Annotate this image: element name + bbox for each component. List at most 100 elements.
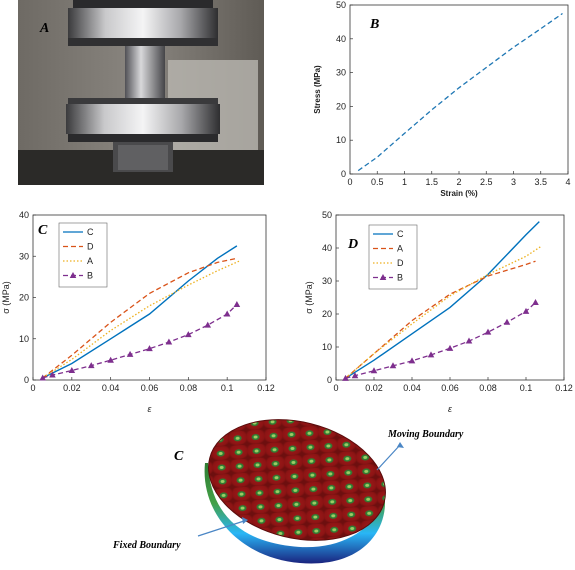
y-tick-label: 40	[322, 243, 332, 253]
y-tick-label: 0	[327, 375, 332, 385]
x-tick-label: 3.5	[534, 177, 547, 187]
legend-label: A	[87, 256, 93, 266]
y-tick-label: 0	[24, 375, 29, 385]
data-point-marker	[351, 372, 359, 379]
compression-test-photo: A	[18, 0, 264, 185]
panel-label-c: C	[38, 223, 48, 238]
series-line-a	[345, 260, 536, 379]
data-point-marker	[233, 301, 241, 308]
x-tick-label: 1	[402, 177, 407, 187]
y-tick-label: 10	[336, 135, 346, 145]
x-tick-label: 2	[456, 177, 461, 187]
data-point-marker	[39, 374, 47, 381]
plot-area	[349, 4, 569, 175]
chart-c: 0 0.02 0.04 0.06 0.08 0.1 0.12 0 10 20 30 40 ε σ (MPa…	[1, 210, 275, 414]
y-tick-label: 30	[336, 68, 346, 78]
x-tick-label: 0.06	[141, 383, 159, 393]
panel-label-a: A	[39, 21, 49, 36]
data-point-marker	[49, 371, 56, 378]
panel-label-b: B	[369, 17, 379, 32]
data-point-marker	[389, 362, 397, 369]
moving-boundary-label: Moving Boundary	[387, 429, 464, 440]
x-tick-label: 0.1	[221, 383, 234, 393]
data-point-marker	[342, 374, 349, 381]
legend-marker	[69, 272, 77, 278]
data-point-marker	[146, 345, 153, 352]
series-line-b	[345, 302, 536, 379]
x-tick-label: 0.12	[555, 383, 573, 393]
legend-label: C	[87, 227, 94, 237]
x-tick-label: 0.02	[63, 383, 81, 393]
photo-panel: A	[18, 0, 264, 185]
series-line-c	[345, 221, 540, 379]
y-axis-label: σ (MPa)	[304, 281, 314, 314]
y-tick-label: 30	[19, 251, 29, 261]
data-point-marker	[370, 367, 378, 374]
data-point-marker	[165, 338, 173, 345]
series-line-b	[357, 12, 563, 172]
x-tick-label: 0.5	[371, 177, 384, 187]
series-line-d	[345, 245, 542, 379]
data-point-marker	[204, 321, 212, 328]
legend-box	[58, 222, 108, 288]
x-axis-label: ε	[448, 404, 453, 414]
x-tick-label: 3	[511, 177, 516, 187]
x-tick-label: 0.06	[441, 383, 459, 393]
data-point-marker	[465, 337, 473, 344]
data-point-marker	[408, 357, 416, 364]
series-line-b	[42, 304, 238, 379]
y-tick-label: 20	[322, 309, 332, 319]
y-tick-label: 40	[336, 34, 346, 44]
x-tick-label: 1.5	[425, 177, 438, 187]
x-tick-label: 0.08	[180, 383, 198, 393]
y-tick-label: 30	[322, 276, 332, 286]
legend-marker	[379, 274, 387, 280]
series-line-d	[42, 257, 238, 379]
x-tick-label: 0.02	[365, 383, 383, 393]
y-tick-label: 0	[341, 169, 346, 179]
data-point-marker	[223, 310, 231, 317]
x-tick-label: 0	[333, 383, 338, 393]
legend-label: B	[87, 271, 93, 281]
fixed-boundary-label: Fixed Boundary	[112, 540, 181, 551]
y-tick-label: 50	[322, 210, 332, 220]
panel-label-sim: C	[174, 449, 184, 464]
legend-label: B	[397, 273, 403, 283]
data-point-marker	[126, 350, 134, 357]
x-tick-label: 0.12	[257, 383, 275, 393]
x-axis-label: Strain (%)	[440, 189, 478, 198]
fixed-boundary-arrow	[197, 520, 245, 537]
simulation-panel: C Moving Boundary Fixed Boundary	[112, 419, 464, 564]
x-tick-label: 0	[30, 383, 35, 393]
legend-box	[368, 224, 418, 290]
data-point-marker	[427, 351, 435, 358]
x-tick-label: 0.04	[403, 383, 421, 393]
legend-label: C	[397, 229, 404, 239]
panel-label-d: D	[347, 237, 358, 252]
chart-d: 0 0.02 0.04 0.06 0.08 0.1 0.12 0 10 20 30 40 50 ε σ (M…	[304, 210, 573, 414]
data-point-marker	[484, 328, 492, 335]
series-line-c	[42, 245, 238, 379]
legend-label: D	[87, 242, 94, 252]
legend-label: D	[397, 258, 404, 268]
y-tick-label: 40	[19, 210, 29, 220]
data-point-marker	[522, 307, 530, 314]
data-point-marker	[503, 318, 511, 325]
y-axis-label: σ (MPa)	[1, 281, 11, 314]
data-point-marker	[532, 298, 539, 305]
lattice-model	[204, 419, 386, 564]
y-tick-label: 50	[336, 0, 346, 10]
data-point-marker	[107, 356, 114, 363]
y-tick-label: 10	[322, 342, 332, 352]
legend-label: A	[397, 244, 403, 254]
moving-boundary-arrow	[376, 444, 401, 471]
y-tick-label: 20	[19, 293, 29, 303]
data-point-marker	[185, 331, 192, 338]
data-point-marker	[87, 362, 95, 369]
x-tick-label: 0.1	[520, 383, 533, 393]
x-tick-label: 0.08	[479, 383, 497, 393]
x-axis-label: ε	[148, 404, 153, 414]
y-tick-label: 20	[336, 101, 346, 111]
data-point-marker	[68, 367, 76, 374]
